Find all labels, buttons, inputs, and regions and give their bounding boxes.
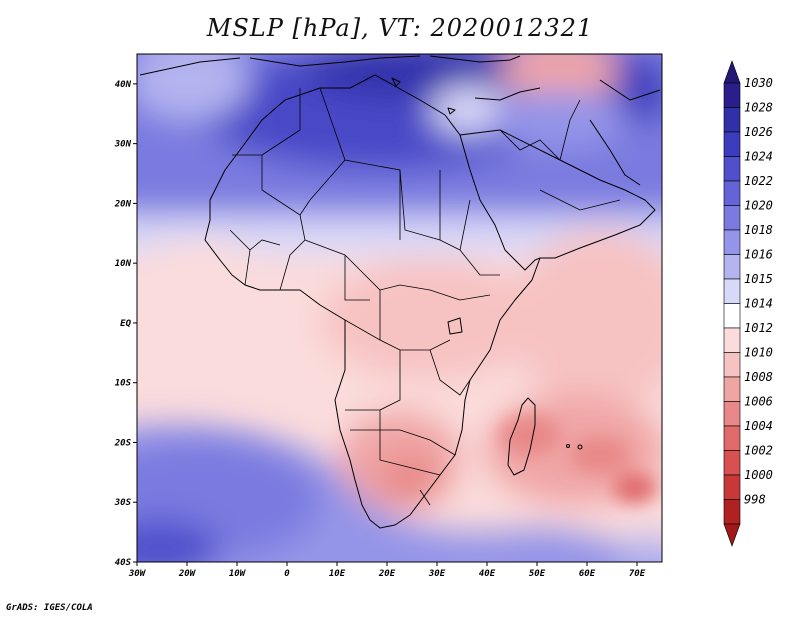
lat-tick-label: 10S bbox=[115, 379, 132, 389]
colorbar-label: 1008 bbox=[744, 370, 773, 384]
lon-tick-label: 40E bbox=[479, 569, 496, 579]
lat-tick-label: EQ bbox=[120, 319, 131, 329]
lat-tick-label: 40N bbox=[115, 80, 132, 90]
colorbar-swatch bbox=[723, 425, 741, 451]
lon-tick-label: 0 bbox=[284, 569, 290, 579]
colorbar-swatch bbox=[723, 327, 741, 353]
colorbar-label: 1014 bbox=[744, 297, 773, 311]
map-title: MSLP [hPa], VT: 2020012321 bbox=[206, 14, 594, 42]
lat-tick-label: 20N bbox=[114, 199, 132, 209]
colorbar-swatch bbox=[723, 303, 741, 329]
colorbar-label: 1012 bbox=[744, 321, 773, 335]
colorbar-swatch bbox=[723, 131, 741, 157]
country-borders bbox=[229, 87, 621, 506]
lat-tick-label: 30S bbox=[114, 498, 132, 508]
lon-tick-label: 70E bbox=[629, 569, 646, 579]
colorbar-swatch bbox=[723, 499, 741, 525]
lat-tick-label: 20S bbox=[114, 438, 132, 448]
lon-tick-label: 10W bbox=[229, 569, 247, 579]
colorbar-swatch bbox=[723, 156, 741, 182]
colorbar-swatch bbox=[723, 205, 741, 231]
colorbar-label: 1030 bbox=[744, 76, 773, 90]
colorbar-label: 1002 bbox=[744, 444, 773, 458]
colorbar-label: 1006 bbox=[744, 395, 773, 409]
colorbar-label: 1022 bbox=[744, 174, 773, 188]
colorbar-swatch bbox=[723, 474, 741, 500]
coastlines bbox=[139, 55, 661, 529]
colorbar-swatch bbox=[723, 450, 741, 476]
longitude-axis: 30W 20W 10W 0 10E 20E 30E 40E 50E 60E 70E bbox=[128, 562, 646, 579]
lon-tick-label: 50E bbox=[529, 569, 546, 579]
colorbar-label: 1010 bbox=[744, 346, 773, 360]
colorbar-label: 1024 bbox=[744, 150, 773, 164]
colorbar-swatch bbox=[723, 82, 741, 108]
colorbar-label: 1018 bbox=[744, 223, 773, 237]
colorbar-swatch bbox=[723, 352, 741, 378]
colorbar-swatch bbox=[723, 401, 741, 427]
lon-tick-label: 30W bbox=[128, 569, 147, 579]
colorbar-label: 1020 bbox=[744, 199, 773, 213]
colorbar-swatch bbox=[723, 376, 741, 402]
colorbar-swatch bbox=[723, 107, 741, 133]
colorbar-label: 1004 bbox=[744, 419, 773, 433]
colorbar-bottom-arrow bbox=[723, 523, 741, 547]
colorbar-label: 998 bbox=[744, 493, 766, 507]
colorbar-label: 1026 bbox=[744, 125, 773, 139]
lon-tick-label: 10E bbox=[329, 569, 346, 579]
colorbar-label: 1028 bbox=[744, 101, 773, 115]
colorbar-swatch bbox=[723, 180, 741, 206]
colorbar-swatch bbox=[723, 229, 741, 255]
pressure-field bbox=[137, 54, 662, 562]
latitude-axis: 40N 30N 20N 10N EQ 10S 20S 30S 40S bbox=[114, 80, 137, 568]
lat-tick-label: 40S bbox=[115, 558, 132, 568]
colorbar: 1030 1028 1026 1024 1022 1020 1018 1016 1015 1014… bbox=[723, 60, 773, 547]
colorbar-label: 1015 bbox=[744, 272, 773, 286]
lat-tick-label: 30N bbox=[114, 140, 132, 150]
lon-tick-label: 60E bbox=[579, 569, 596, 579]
grads-credit: GrADS: IGES/COLA bbox=[6, 603, 93, 613]
colorbar-top-arrow bbox=[723, 60, 741, 84]
map-frame bbox=[136, 53, 663, 563]
lat-tick-label: 10N bbox=[115, 259, 132, 269]
lon-tick-label: 20W bbox=[178, 569, 197, 579]
colorbar-swatch bbox=[723, 278, 741, 304]
colorbar-swatch bbox=[723, 254, 741, 280]
colorbar-label: 1016 bbox=[744, 248, 773, 262]
colorbar-label: 1000 bbox=[744, 468, 773, 482]
lon-tick-label: 30E bbox=[428, 569, 446, 579]
lon-tick-label: 20E bbox=[378, 569, 396, 579]
